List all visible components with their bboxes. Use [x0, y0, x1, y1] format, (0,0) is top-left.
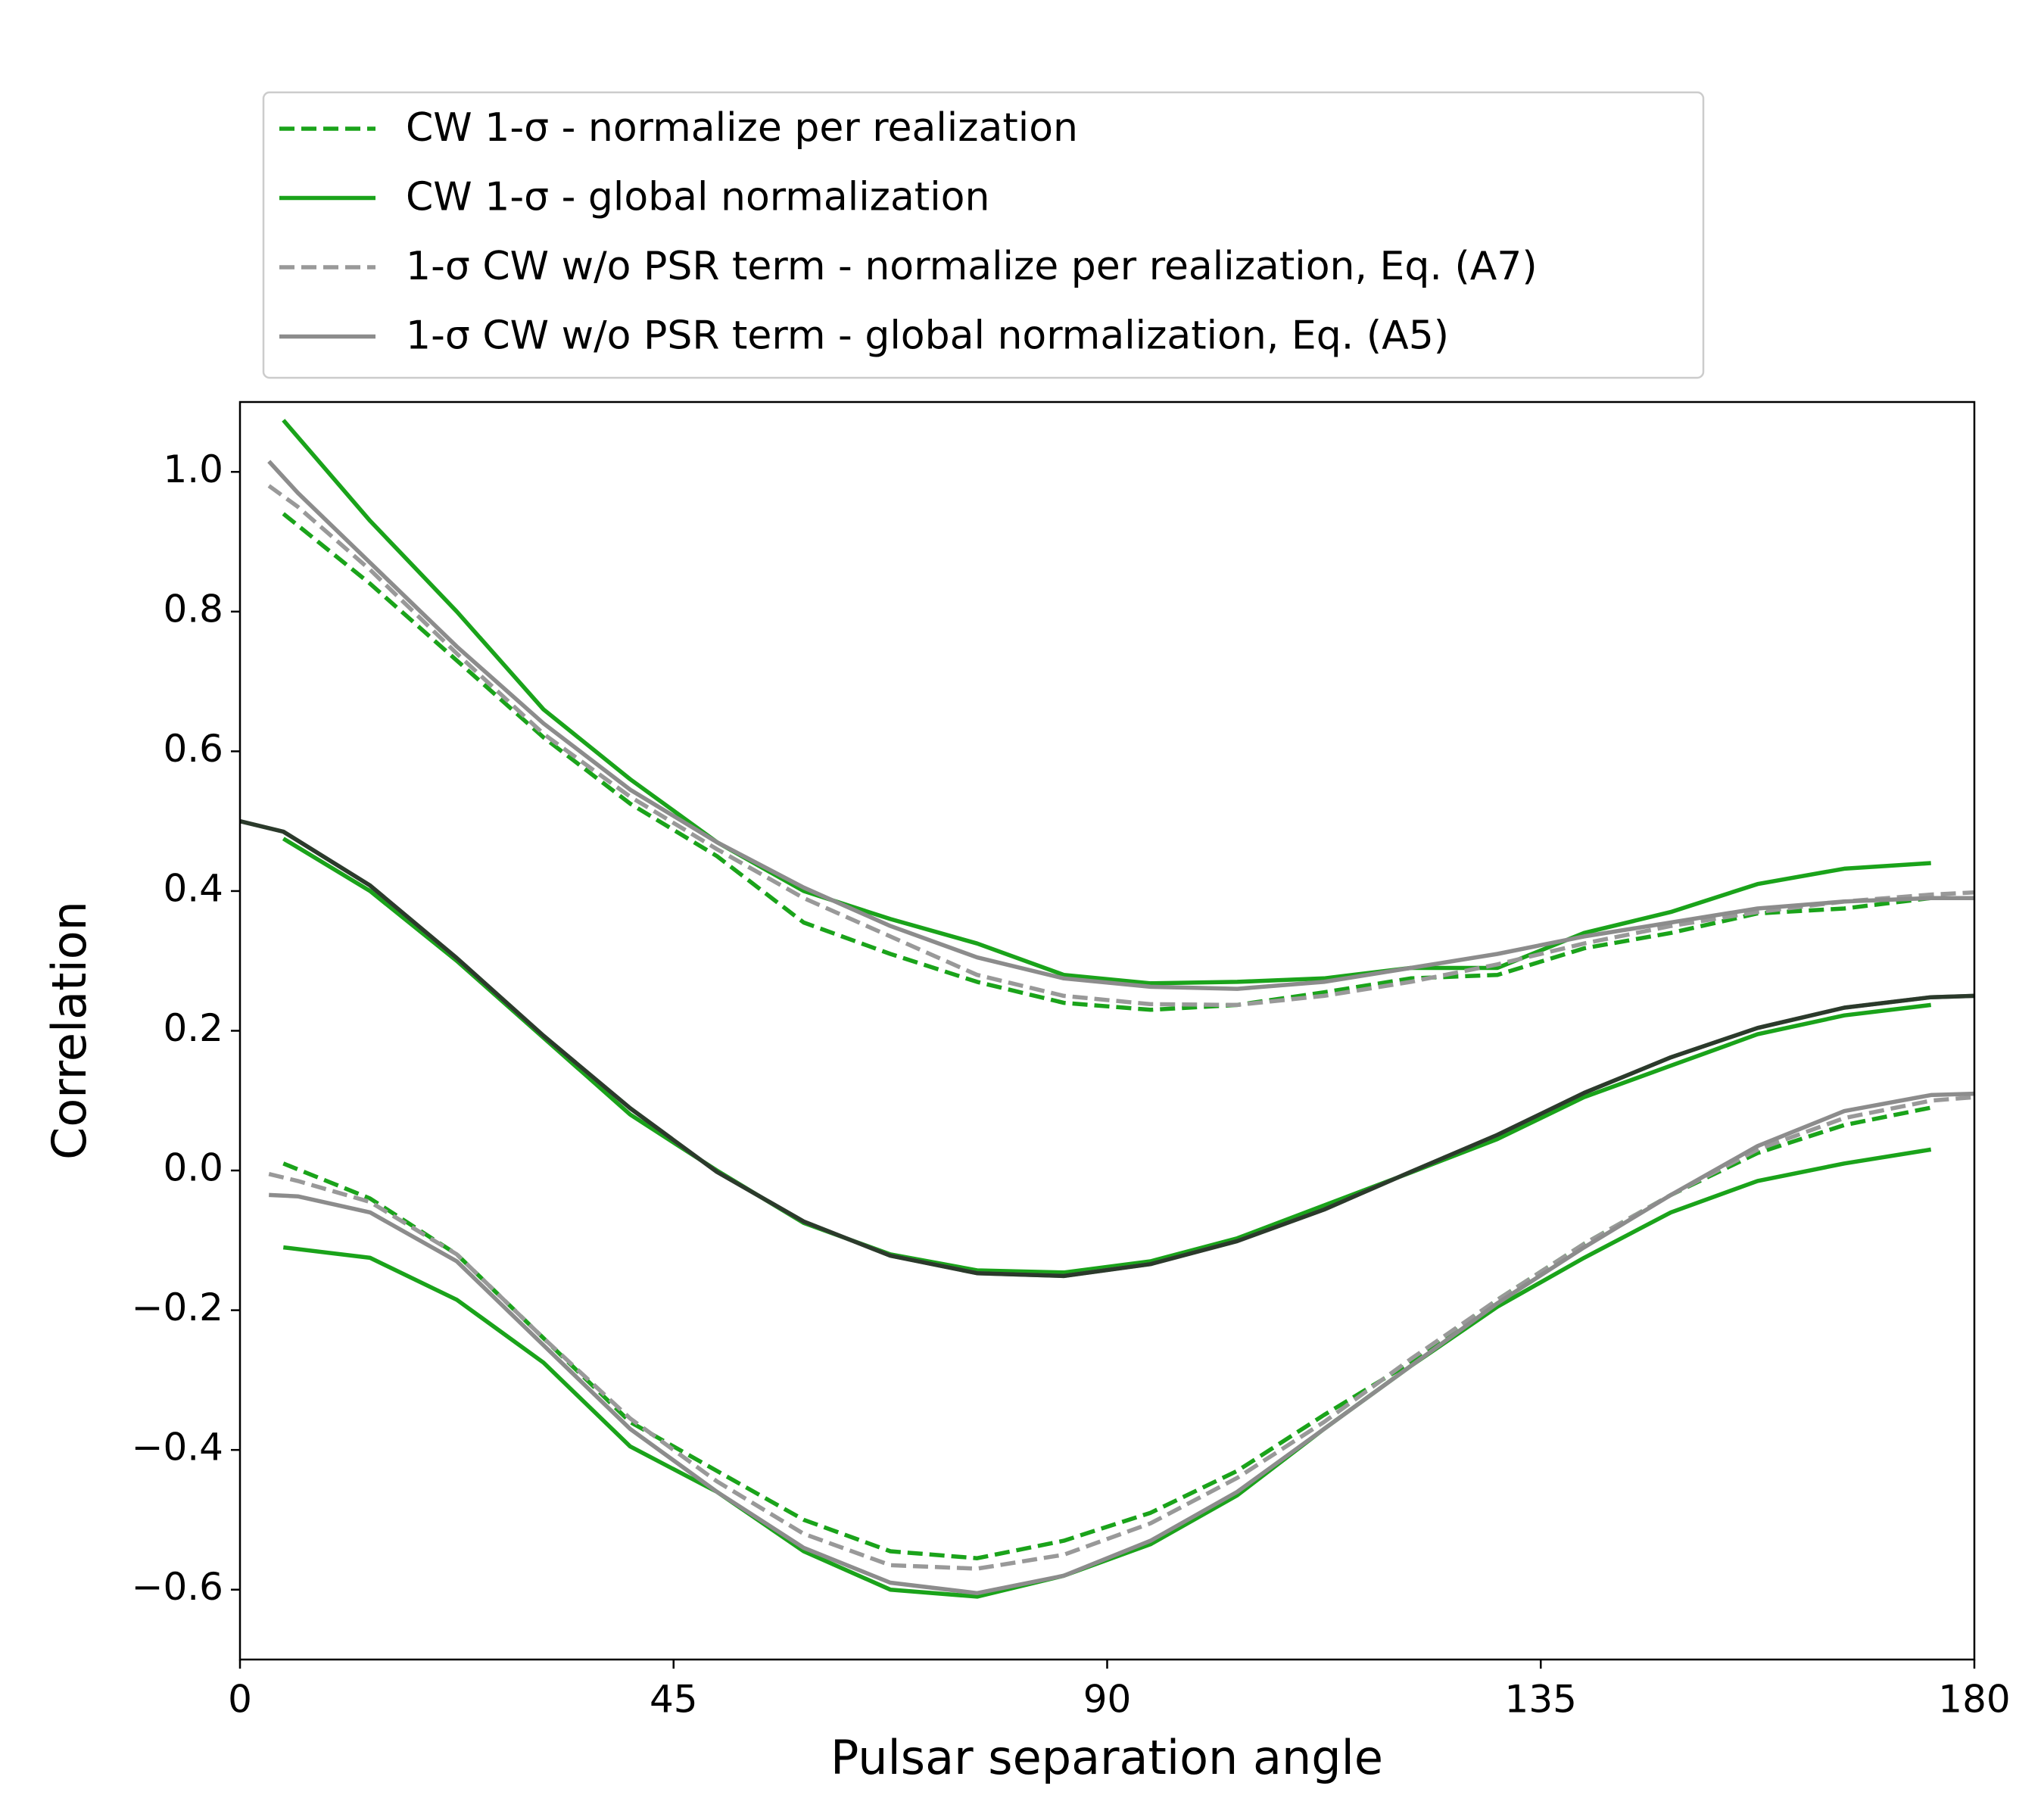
x-tick-label: 0: [228, 1678, 252, 1722]
series-line: [240, 819, 1974, 1279]
x-axis-label: Pulsar separation angle: [830, 1730, 1383, 1785]
y-tick-label: 0.4: [163, 866, 223, 910]
legend-label: 1-σ CW w/o PSR term - normalize per real…: [406, 244, 1538, 289]
y-tick-label: 0.2: [163, 1006, 223, 1050]
series-line: [267, 484, 1974, 1008]
y-axis-label: Correlation: [42, 901, 97, 1160]
legend-label: CW 1-σ - global normalization: [406, 175, 989, 220]
y-tick-label: 0.6: [163, 727, 223, 771]
plot-area: −0.6 −0.4 −0.2 0.0 0.2 0.4 0.6 0.8 1.0 0 45 90 135 18…: [132, 400, 2011, 1722]
legend-label: 1-σ CW w/o PSR term - global normalizati…: [406, 313, 1449, 359]
x-tick-label: 90: [1083, 1678, 1132, 1722]
series-line: [267, 460, 1974, 991]
legend-label: CW 1-σ - normalize per realization: [406, 105, 1078, 151]
y-tick-label: 1.0: [163, 447, 223, 491]
x-tick-label: 135: [1505, 1678, 1577, 1722]
y-tick-label: 0.0: [163, 1146, 223, 1190]
legend: CW 1-σ - normalize per realization CW 1-σ…: [262, 91, 1705, 379]
series-line: [282, 837, 1932, 1275]
y-tick-label: −0.4: [132, 1426, 223, 1469]
series-line: [282, 512, 1932, 1012]
x-tick-label: 180: [1938, 1678, 2010, 1722]
legend-frame: [262, 91, 1705, 379]
lines: [240, 419, 1974, 1599]
series-line: [269, 1091, 1974, 1596]
x-tick-label: 45: [650, 1678, 698, 1722]
y-tick-label: 0.8: [163, 587, 223, 631]
y-tick-label: −0.6: [132, 1565, 223, 1609]
series-line: [282, 419, 1931, 986]
y-tick-label: −0.2: [132, 1286, 223, 1329]
